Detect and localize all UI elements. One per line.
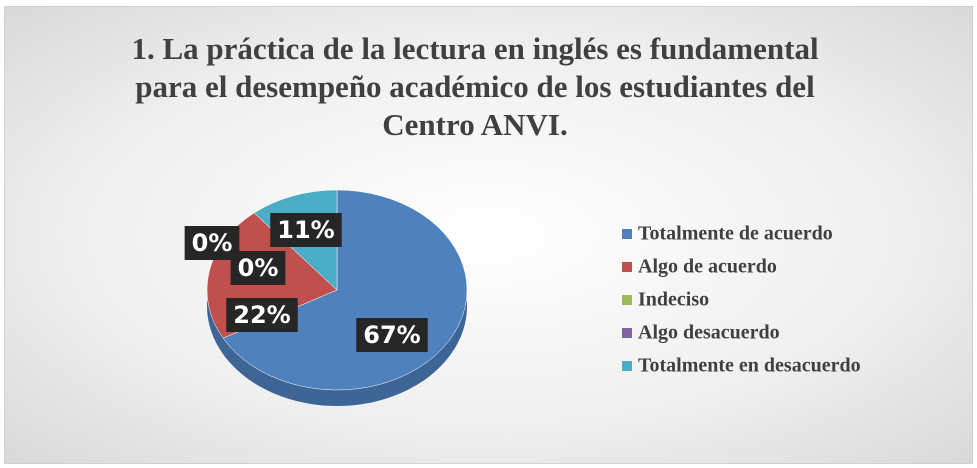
legend-swatch (622, 295, 632, 305)
data-label: 0% (184, 226, 240, 260)
data-label-text: 67% (363, 321, 420, 349)
legend-label: Indeciso (638, 289, 709, 311)
data-label-box (226, 298, 298, 332)
data-label-text: 11% (277, 216, 334, 244)
data-label: 0% (230, 251, 286, 285)
data-label-box (356, 318, 428, 352)
legend-swatch (622, 262, 632, 272)
data-label-text: 22% (233, 301, 290, 329)
data-label: 22% (226, 298, 298, 332)
chart-title: 1. La práctica de la lectura en inglés e… (131, 31, 819, 142)
legend-label: Algo de acuerdo (638, 256, 777, 278)
data-label-text: 0% (238, 254, 279, 282)
legend-label: Algo desacuerdo (638, 322, 780, 344)
legend-label: Totalmente de acuerdo (638, 223, 833, 245)
legend-swatch (622, 229, 632, 239)
data-label-box (230, 251, 286, 285)
legend-swatch (622, 361, 632, 371)
data-label-box (270, 213, 342, 247)
data-label-box (184, 226, 240, 260)
legend-swatch (622, 328, 632, 338)
data-label: 11% (270, 213, 342, 247)
data-label-text: 0% (192, 229, 233, 257)
chart-area (4, 6, 973, 464)
legend-label: Totalmente en desacuerdo (638, 355, 861, 377)
data-label: 67% (356, 318, 428, 352)
